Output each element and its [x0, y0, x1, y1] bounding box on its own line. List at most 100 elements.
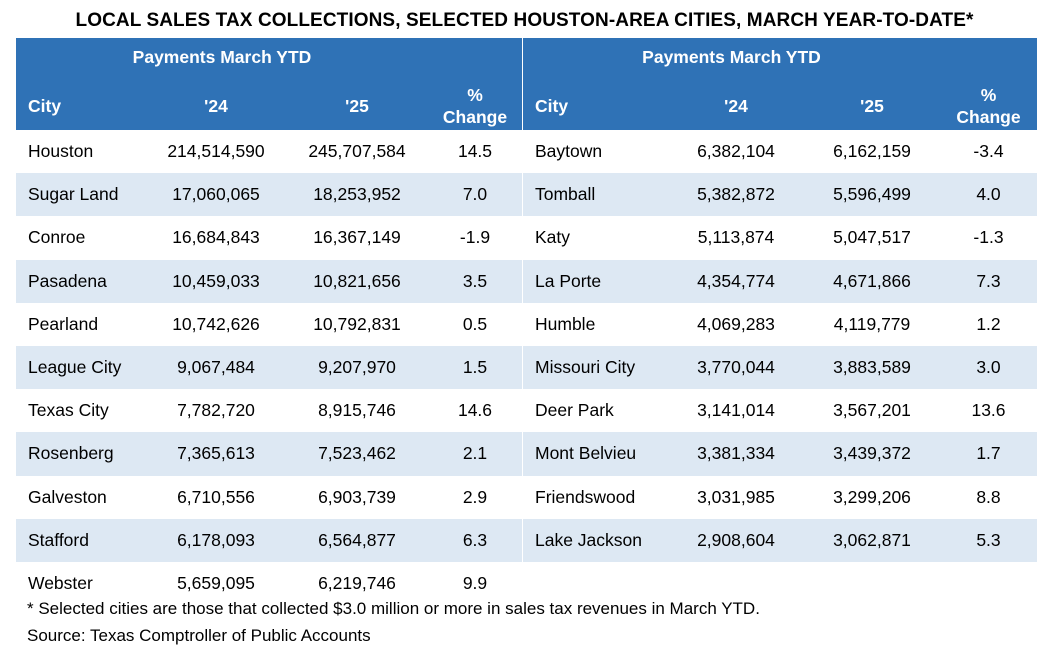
pct-change-cell: 6.3 — [428, 518, 522, 562]
group-header-row: Payments March YTD — [523, 38, 1037, 76]
city-cell: Pearland — [28, 313, 99, 334]
col-pct-line2: Change — [442, 107, 508, 127]
table-row: Katy 5,113,874 5,047,517 -1.3 — [523, 216, 1037, 259]
group-header: Payments March YTD — [16, 38, 428, 76]
col-pct-change: % Change — [940, 76, 1037, 130]
pct-change-cell: 1.2 — [976, 313, 1001, 334]
table-row: Humble 4,069,283 4,119,779 1.2 — [523, 303, 1037, 346]
city-cell: Tomball — [523, 173, 668, 217]
city-cell: Conroe — [28, 227, 86, 248]
table-row: Deer Park 3,141,014 3,567,201 13.6 — [523, 389, 1037, 432]
city-cell: Sugar Land — [16, 173, 146, 217]
group-header-spacer — [428, 38, 522, 76]
pct-change-cell: -1.9 — [459, 227, 491, 248]
value-2025-cell: 3,299,206 — [833, 486, 911, 507]
value-2024-cell: 6,178,093 — [146, 518, 286, 562]
city-cell: Mont Belvieu — [523, 432, 668, 476]
city-cell: Webster — [28, 572, 93, 593]
table-row: La Porte 4,354,774 4,671,866 7.3 — [523, 259, 1037, 303]
table-row: Texas City 7,782,720 8,915,746 14.6 — [16, 389, 522, 432]
value-2025-cell: 3,062,871 — [804, 518, 940, 562]
pct-change-cell: 4.0 — [940, 173, 1037, 217]
value-2024-cell: 7,782,720 — [177, 400, 255, 421]
city-cell: Rosenberg — [16, 432, 146, 476]
city-cell: Lake Jackson — [523, 518, 668, 562]
value-2024-cell: 10,742,626 — [172, 313, 260, 334]
pct-change-cell: 14.6 — [457, 400, 493, 421]
value-2024-cell: 4,069,283 — [697, 313, 775, 334]
value-2025-cell: 6,903,739 — [318, 486, 396, 507]
pct-change-cell: 14.5 — [457, 141, 493, 162]
table-row: League City 9,067,484 9,207,970 1.5 — [16, 345, 522, 390]
group-header: Payments March YTD — [523, 38, 940, 76]
pct-change-cell: 9.9 — [462, 572, 488, 593]
table-row: Sugar Land 17,060,065 18,253,952 7.0 — [16, 173, 522, 217]
table-row: Galveston 6,710,556 6,903,739 2.9 — [16, 476, 522, 519]
col-city: City — [523, 76, 668, 130]
pct-change-cell: 5.3 — [940, 518, 1037, 562]
value-2024-cell: 6,382,104 — [697, 141, 775, 162]
value-2025-cell: 10,792,831 — [313, 313, 401, 334]
value-2025-cell: 4,119,779 — [833, 313, 911, 334]
city-cell: Humble — [535, 313, 596, 334]
pct-change-cell: 7.3 — [940, 259, 1037, 303]
value-2024-cell: 3,141,014 — [697, 400, 775, 421]
table-row: Lake Jackson 2,908,604 3,062,871 5.3 — [523, 518, 1037, 562]
table-row: Stafford 6,178,093 6,564,877 6.3 — [16, 518, 522, 562]
value-2025-cell: 9,207,970 — [286, 345, 428, 390]
col-pct-line2: Change — [956, 107, 1021, 127]
value-2024-cell: 5,659,095 — [177, 572, 255, 593]
column-header-row: City '24 '25 % Change — [16, 76, 522, 130]
col-pct-change: % Change — [428, 76, 522, 130]
city-cell: Pasadena — [16, 259, 146, 303]
value-2024-cell: 16,684,843 — [172, 227, 260, 248]
left-table: Payments March YTD City '24 '25 % Change… — [16, 38, 522, 605]
value-2025-cell: 10,821,656 — [286, 259, 428, 303]
pct-change-cell: -1.3 — [973, 227, 1004, 248]
value-2024-cell: 5,113,874 — [697, 227, 775, 248]
table-row: Missouri City 3,770,044 3,883,589 3.0 — [523, 345, 1037, 390]
right-table: Payments March YTD City '24 '25 % Change… — [523, 38, 1037, 562]
value-2025-cell: 18,253,952 — [286, 173, 428, 217]
city-cell: Texas City — [28, 400, 109, 421]
value-2025-cell: 6,564,877 — [286, 518, 428, 562]
table-row: Pasadena 10,459,033 10,821,656 3.5 — [16, 259, 522, 303]
group-header-row: Payments March YTD — [16, 38, 522, 76]
table-row: Pearland 10,742,626 10,792,831 0.5 — [16, 303, 522, 346]
col-2024: '24 — [668, 76, 804, 130]
col-2024: '24 — [146, 76, 286, 130]
right-table-body: Baytown 6,382,104 6,162,159 -3.4 Tomball 5,38… — [523, 130, 1037, 562]
value-2024-cell: 17,060,065 — [146, 173, 286, 217]
col-2025: '25 — [286, 76, 428, 130]
city-cell: Deer Park — [535, 400, 614, 421]
city-cell: Missouri City — [523, 345, 668, 390]
pct-change-cell: 13.6 — [971, 400, 1006, 421]
pct-change-cell: 8.8 — [976, 486, 1001, 507]
table-row: Houston 214,514,590 245,707,584 14.5 — [16, 130, 522, 173]
city-cell: Stafford — [16, 518, 146, 562]
value-2024-cell: 2,908,604 — [668, 518, 804, 562]
value-2024-cell: 3,770,044 — [668, 345, 804, 390]
value-2025-cell: 8,915,746 — [318, 400, 396, 421]
city-cell: Friendswood — [535, 486, 636, 507]
value-2024-cell: 4,354,774 — [668, 259, 804, 303]
value-2024-cell: 6,710,556 — [177, 486, 255, 507]
table-row: Baytown 6,382,104 6,162,159 -3.4 — [523, 130, 1037, 173]
value-2024-cell: 3,381,334 — [668, 432, 804, 476]
pct-change-cell: 0.5 — [462, 313, 488, 334]
value-2024-cell: 10,459,033 — [146, 259, 286, 303]
table-row: Conroe 16,684,843 16,367,149 -1.9 — [16, 216, 522, 259]
value-2025-cell: 16,367,149 — [313, 227, 401, 248]
pct-change-cell: 2.9 — [462, 486, 488, 507]
column-header-row: City '24 '25 % Change — [523, 76, 1037, 130]
pct-change-cell: 7.0 — [428, 173, 522, 217]
table-row: Tomball 5,382,872 5,596,499 4.0 — [523, 173, 1037, 217]
group-header-spacer — [940, 38, 1037, 76]
value-2025-cell: 245,707,584 — [308, 141, 406, 162]
pct-change-cell: 2.1 — [428, 432, 522, 476]
city-cell: Baytown — [535, 141, 603, 162]
value-2024-cell: 214,514,590 — [167, 141, 265, 162]
value-2025-cell: 3,567,201 — [833, 400, 911, 421]
city-cell: League City — [16, 345, 146, 390]
value-2025-cell: 6,219,746 — [318, 572, 396, 593]
